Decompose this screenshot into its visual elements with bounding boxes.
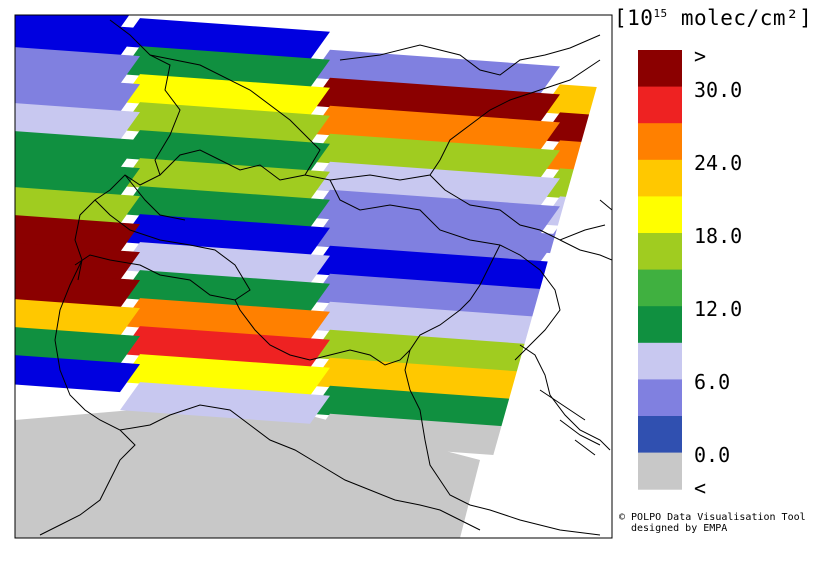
- swath-pixel: [15, 15, 130, 29]
- swath-pixel: [15, 159, 140, 197]
- country-borders: [39, 19, 612, 536]
- legend-tick-label: 12.0: [694, 297, 743, 321]
- swath-pixel: [15, 215, 140, 253]
- swath-pixel: [310, 301, 560, 347]
- legend-tick-label: 24.0: [694, 151, 743, 175]
- swath-pixel: [310, 217, 560, 263]
- swath-pixel: [310, 105, 560, 151]
- swath-pixel: [310, 77, 560, 123]
- swath-pixel: [15, 187, 140, 225]
- credit-line-2: designed by EMPA: [631, 523, 728, 534]
- legend-tick-label: 18.0: [694, 224, 743, 248]
- credit-line-1: © POLPO Data Visualisation Tool: [619, 512, 806, 523]
- swath-pixel: [15, 47, 140, 85]
- swath-pixel: [15, 271, 140, 309]
- legend-tick-label: 0.0: [694, 443, 731, 467]
- swath-pixel: [310, 357, 560, 403]
- legend-tick-label: <: [694, 476, 707, 500]
- swath-pixel: [15, 131, 140, 169]
- swath-edge-gap: [470, 15, 612, 538]
- legend-tick-label: >: [694, 44, 707, 68]
- swath-pixel: [310, 329, 560, 375]
- swath-pixel: [15, 103, 140, 141]
- swath-pixel: [310, 161, 560, 207]
- legend-tick-label: 30.0: [694, 78, 743, 102]
- swath-pixel: [15, 243, 140, 281]
- satellite-swath-layer: [15, 15, 612, 538]
- swath-pixel: [15, 327, 140, 365]
- swath-pixel: [15, 75, 140, 113]
- swath-pixel: [310, 189, 560, 235]
- swath-pixel: [310, 133, 560, 179]
- swath-pixel: [15, 299, 140, 337]
- swath-pixel: [15, 355, 140, 393]
- swath-pixel: [120, 382, 330, 424]
- swath-pixel: [15, 19, 140, 57]
- map-frame: [14, 14, 613, 539]
- swath-pixel: [310, 273, 560, 319]
- legend-unit-label: [1015 molec/cm²]: [614, 6, 813, 30]
- swath-pixel: [310, 245, 560, 291]
- swath-pixel: [310, 49, 560, 95]
- legend-tick-label: 6.0: [694, 370, 731, 394]
- swath-pixel: [310, 385, 560, 431]
